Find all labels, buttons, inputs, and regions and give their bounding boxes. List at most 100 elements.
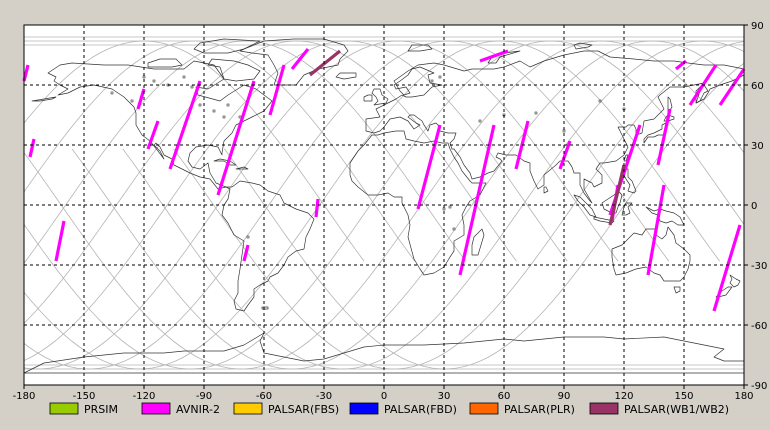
legend-label: PALSAR(FBD) xyxy=(384,403,457,416)
acquisition-segment-avnir-2[interactable] xyxy=(718,68,746,106)
x-tick-label: 180 xyxy=(734,391,753,402)
legend-swatch xyxy=(589,402,619,415)
legend-swatch xyxy=(233,402,263,415)
legend-item[interactable]: PALSAR(WB1/WB2) xyxy=(589,402,729,416)
coastline-new-zealand-south xyxy=(715,286,733,298)
coastline-ireland xyxy=(363,94,373,102)
acquisition-segment-avnir-2[interactable] xyxy=(712,224,742,312)
legend-item[interactable]: PALSAR(PLR) xyxy=(469,402,575,416)
lake-marker xyxy=(212,109,216,113)
x-tick-label: 0 xyxy=(381,391,387,402)
coastline-falklands xyxy=(261,306,269,310)
legend-item[interactable]: AVNIR-2 xyxy=(141,402,220,416)
acquisition-segment-avnir-2[interactable] xyxy=(22,64,30,82)
coastline-eurasia xyxy=(365,50,745,204)
coastline-madagascar xyxy=(471,228,485,256)
y-tick-label: 60 xyxy=(751,81,764,92)
lake-marker xyxy=(452,227,456,231)
x-tick-label: -120 xyxy=(133,391,156,402)
y-tick-label: 90 xyxy=(751,21,764,32)
acquisition-segment-avnir-2[interactable] xyxy=(28,138,36,158)
coastline-ellesmere-island xyxy=(193,38,261,54)
coastline-iceland xyxy=(335,72,357,80)
x-tick-label: -90 xyxy=(196,391,212,402)
orbit-track xyxy=(24,40,416,262)
legend-item[interactable]: PRSIM xyxy=(49,402,118,416)
legend-swatch xyxy=(141,402,171,415)
lake-marker xyxy=(110,91,114,95)
x-tick-label: 30 xyxy=(438,391,451,402)
acquisition-segment-avnir-2[interactable] xyxy=(268,64,286,116)
coastline-sri-lanka xyxy=(543,186,549,194)
grid-layer xyxy=(24,25,744,385)
y-tick-label: -60 xyxy=(751,321,767,332)
lake-marker xyxy=(448,205,452,209)
lake-marker xyxy=(130,99,134,103)
coastline-victoria-island xyxy=(147,58,183,68)
coastline-new-zealand-north xyxy=(729,274,741,288)
orbit-track xyxy=(24,40,670,370)
lake-marker xyxy=(198,103,202,107)
coastline-hispaniola xyxy=(235,166,249,170)
lake-marker xyxy=(226,103,230,107)
lake-marker xyxy=(438,75,442,79)
acquisition-segment-avnir-2[interactable] xyxy=(479,49,509,63)
x-tick-label: -180 xyxy=(13,391,36,402)
acquisition-segment-avnir-2[interactable] xyxy=(242,244,250,262)
orbit-track xyxy=(24,40,466,264)
acquisition-segment-avnir-2[interactable] xyxy=(168,80,202,170)
coastline-philippines xyxy=(623,168,637,194)
legend-label: PALSAR(WB1/WB2) xyxy=(624,403,729,416)
orbit-track xyxy=(24,40,568,362)
y-tick-label: -30 xyxy=(751,261,767,272)
lake-marker xyxy=(478,119,482,123)
acquisition-segment-avnir-2[interactable] xyxy=(646,184,666,276)
coastline-tasmania xyxy=(673,286,681,294)
orbit-track xyxy=(71,40,744,370)
orbit-track xyxy=(24,40,744,370)
coastline-south-america xyxy=(221,180,315,312)
acquisition-segment-avnir-2[interactable] xyxy=(136,88,146,110)
x-tick-label: -150 xyxy=(73,391,96,402)
acquisition-segment-avnir-2[interactable] xyxy=(314,198,320,218)
y-tick-label: 0 xyxy=(751,201,757,212)
coastline-borneo xyxy=(601,190,623,214)
coastline-north-america xyxy=(47,60,273,190)
legend-label: PRSIM xyxy=(84,403,118,416)
legend-item[interactable]: PALSAR(FBS) xyxy=(233,402,339,416)
x-axis-ticks: -180 -150 -120 -90 -60 -30 0 30 60 90 120 150 180 xyxy=(13,385,754,402)
legend-swatch xyxy=(469,402,499,415)
coastline-baffin-island xyxy=(207,58,261,82)
coastline-sumatra xyxy=(573,194,597,218)
coastline-great-britain xyxy=(371,88,389,106)
lake-marker xyxy=(182,75,186,79)
acquisition-segment-palsar-wb1-wb2-[interactable] xyxy=(608,164,626,226)
acquisition-segment-avnir-2[interactable] xyxy=(458,124,496,276)
coastline-alaska-islands xyxy=(31,96,57,102)
legend-label: PALSAR(FBS) xyxy=(268,403,339,416)
legend: PRSIM AVNIR-2 PALSAR(FBS) PALSAR(FBD) PALSAR… xyxy=(49,402,729,416)
y-tick-label: -90 xyxy=(751,381,767,392)
acquisition-segment-avnir-2[interactable] xyxy=(290,48,310,70)
lake-marker xyxy=(152,79,156,83)
lake-marker xyxy=(598,99,602,103)
coastline-taiwan xyxy=(623,154,629,162)
acquisition-segment-avnir-2[interactable] xyxy=(216,80,256,196)
x-tick-label: 120 xyxy=(614,391,633,402)
coastline-cuba xyxy=(213,158,237,166)
y-axis-ticks: 90 60 30 0 -30 -60 -90 xyxy=(744,21,767,392)
coastline-severnaya-zemlya xyxy=(573,42,593,50)
x-tick-label: 150 xyxy=(674,391,693,402)
acquisition-segment-palsar-wb1-wb2-[interactable] xyxy=(309,49,341,77)
acquisition-segment-avnir-2[interactable] xyxy=(656,108,672,166)
legend-item[interactable]: PALSAR(FBD) xyxy=(349,402,457,416)
acquisition-segment-avnir-2[interactable] xyxy=(54,220,66,262)
y-tick-label: 30 xyxy=(751,141,764,152)
coastline-sakhalin xyxy=(667,96,673,114)
acquisition-segment-avnir-2[interactable] xyxy=(416,124,442,210)
acquisition-segment-avnir-2[interactable] xyxy=(146,120,160,150)
acquisition-segment-avnir-2[interactable] xyxy=(558,140,572,170)
lake-marker xyxy=(222,115,226,119)
